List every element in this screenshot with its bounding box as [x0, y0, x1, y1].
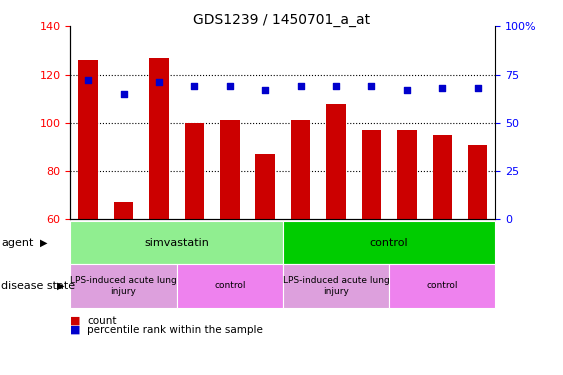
Text: LPS-induced acute lung
injury: LPS-induced acute lung injury — [70, 276, 177, 296]
Point — [83, 77, 92, 83]
Point — [332, 83, 341, 89]
Text: ▶: ▶ — [40, 238, 48, 248]
Text: count: count — [87, 316, 117, 326]
Text: GDS1239 / 1450701_a_at: GDS1239 / 1450701_a_at — [193, 13, 370, 27]
Point — [261, 87, 270, 93]
Bar — [291, 120, 310, 364]
Text: control: control — [214, 281, 245, 290]
Text: simvastatin: simvastatin — [144, 238, 209, 248]
Bar — [256, 154, 275, 364]
Text: ▶: ▶ — [57, 281, 65, 291]
Point — [225, 83, 234, 89]
Point — [438, 85, 447, 91]
Point — [296, 83, 305, 89]
Bar — [149, 58, 169, 364]
Point — [367, 83, 376, 89]
Point — [154, 79, 163, 85]
Bar — [468, 144, 488, 364]
Bar — [397, 130, 417, 364]
Bar — [220, 120, 239, 364]
Text: control: control — [370, 238, 409, 248]
Point — [403, 87, 412, 93]
Point — [119, 91, 128, 97]
Text: disease state: disease state — [1, 281, 75, 291]
Text: ■: ■ — [70, 325, 81, 335]
Text: control: control — [427, 281, 458, 290]
Point — [473, 85, 482, 91]
Bar — [114, 202, 133, 364]
Bar — [78, 60, 98, 364]
Bar — [361, 130, 381, 364]
Text: ■: ■ — [70, 316, 81, 326]
Bar — [432, 135, 452, 364]
Bar — [327, 104, 346, 364]
Text: percentile rank within the sample: percentile rank within the sample — [87, 325, 263, 335]
Text: agent: agent — [1, 238, 34, 248]
Bar — [185, 123, 204, 364]
Text: LPS-induced acute lung
injury: LPS-induced acute lung injury — [283, 276, 390, 296]
Point — [190, 83, 199, 89]
